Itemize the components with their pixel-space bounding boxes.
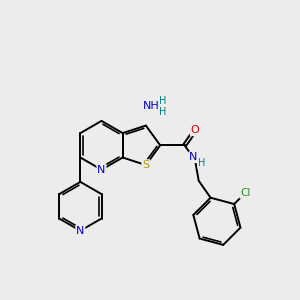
Text: H: H [159,107,166,117]
Text: N: N [97,165,106,175]
Text: N: N [189,152,198,162]
Text: H: H [198,158,206,168]
Text: H: H [159,96,166,106]
Text: S: S [142,160,149,170]
Text: O: O [191,125,200,135]
Text: N: N [76,226,85,236]
Text: NH: NH [143,101,160,111]
Text: Cl: Cl [240,188,250,198]
